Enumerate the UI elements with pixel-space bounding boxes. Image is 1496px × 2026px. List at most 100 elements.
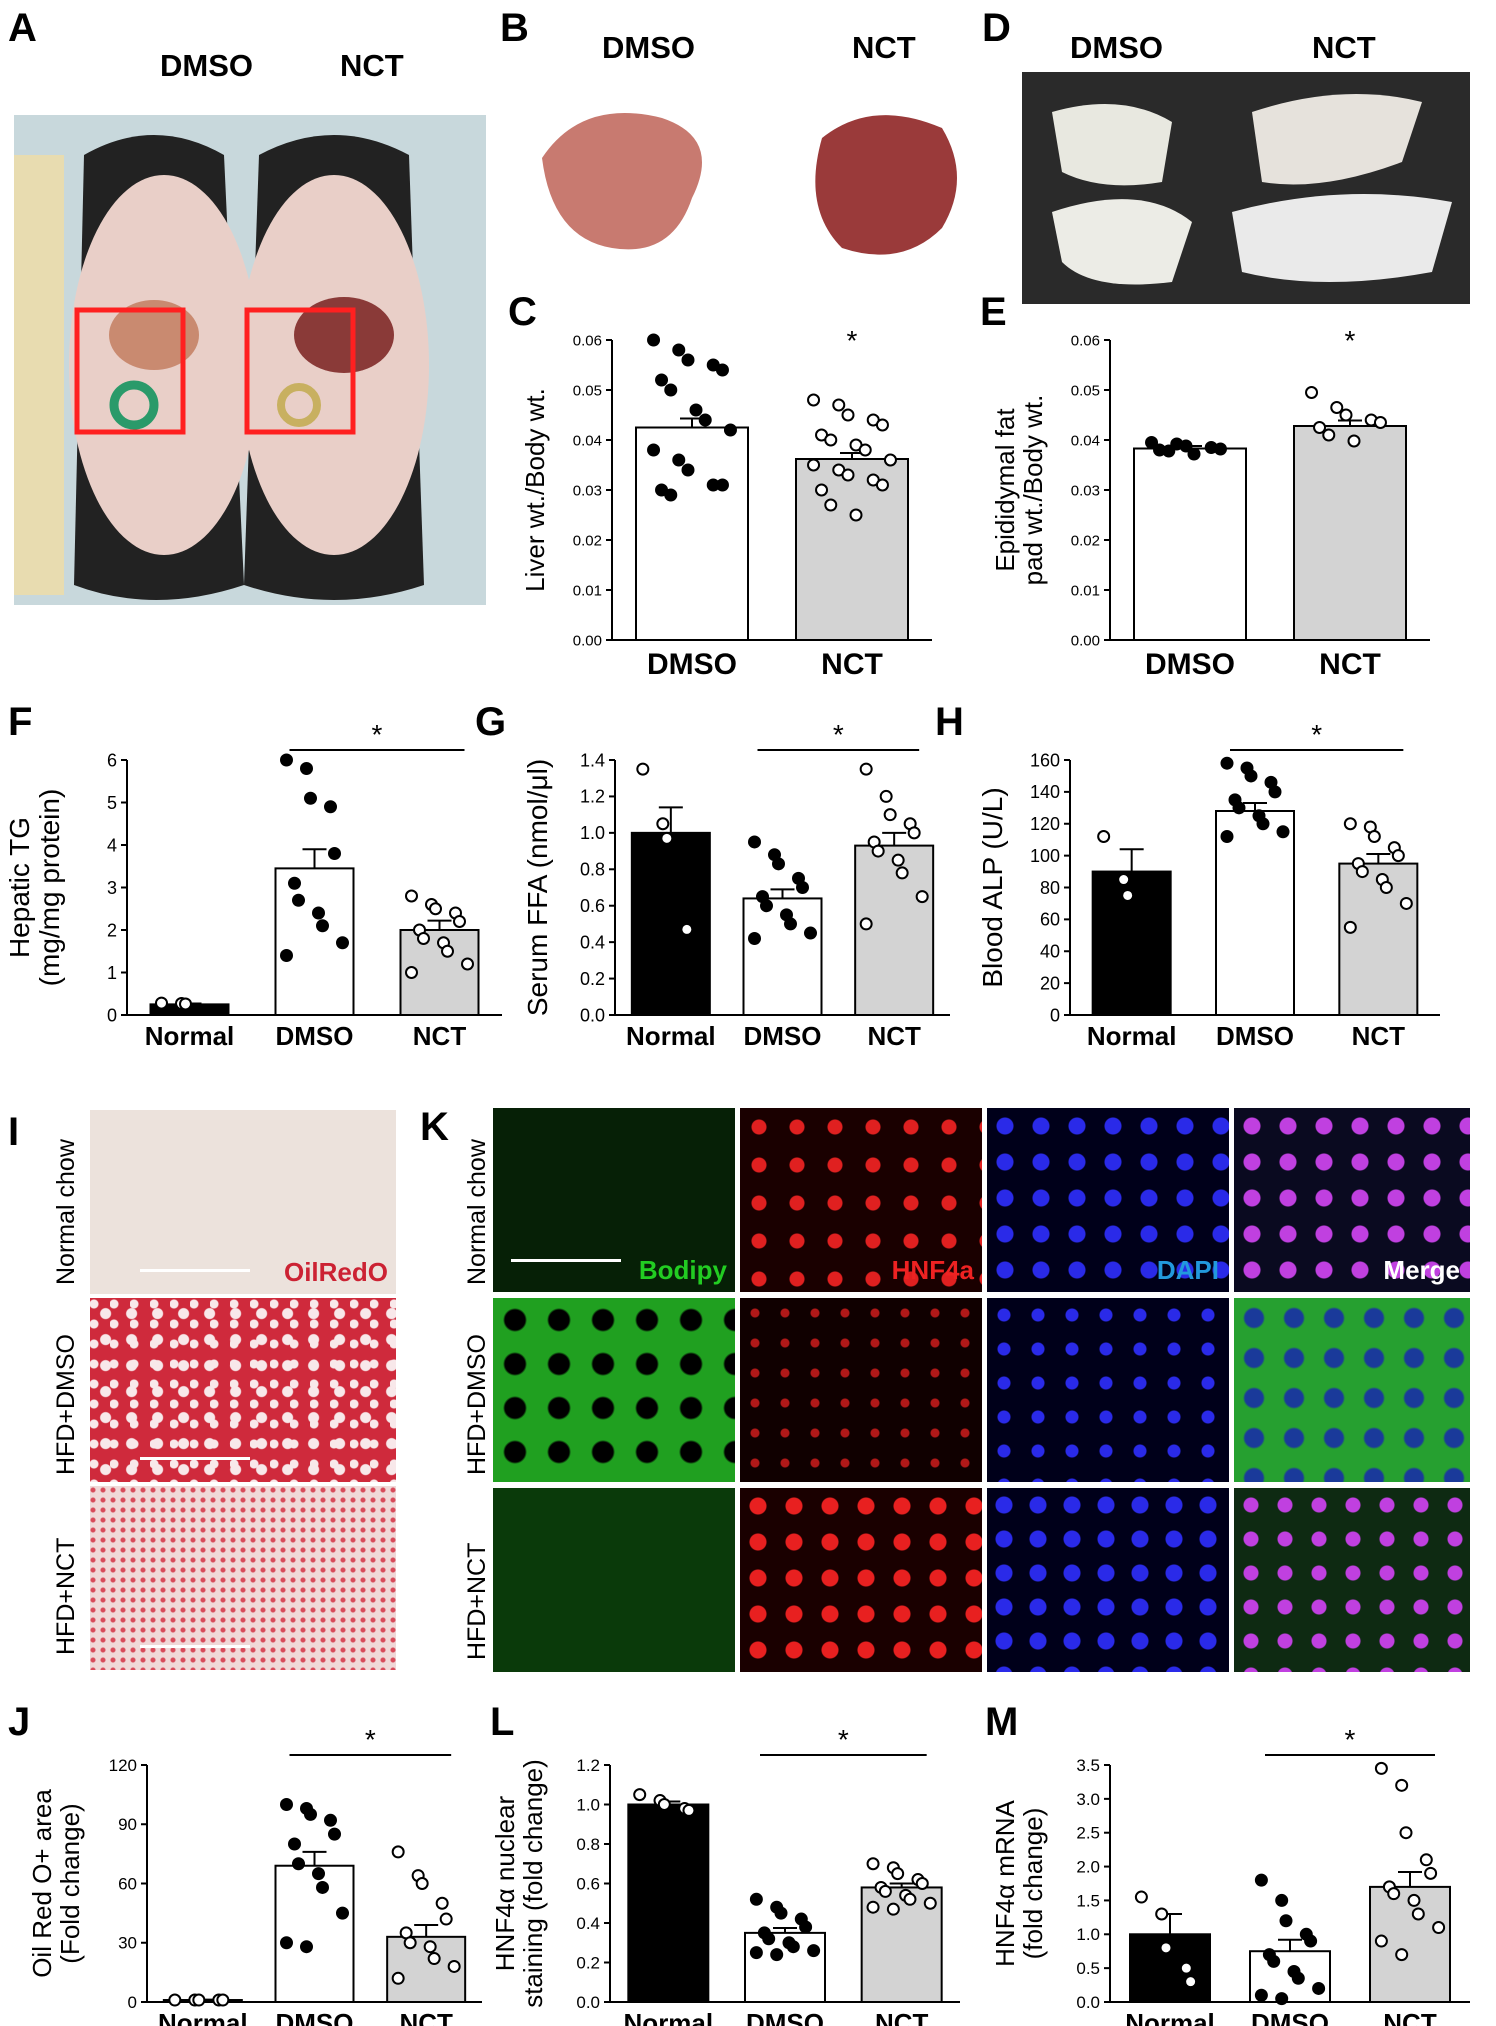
category-label: NCT (821, 648, 883, 681)
oilred-stain-label: OilRedO (283, 1257, 388, 1287)
chart-h-blood-alp: 0 20 40 60 80 100 120 140 160 Blood ALP (U/L) Norm… (977, 719, 1440, 1051)
data-point (447, 1959, 461, 1973)
bar-normal (627, 1803, 710, 2003)
y-tick-label: 0.04 (573, 432, 602, 449)
data-point (859, 917, 873, 931)
y-tick-label: 3.5 (1076, 1756, 1100, 1775)
y-tick-label: 1.0 (580, 823, 605, 843)
y-tick-label: 0.4 (576, 1914, 600, 1933)
data-point (1291, 1971, 1305, 1985)
panel-letter-g: G (475, 700, 507, 744)
y-tick-label: 60 (118, 1874, 137, 1893)
data-point (280, 753, 293, 767)
y-axis-label: (Fold change) (55, 1803, 85, 1963)
data-point (656, 817, 670, 831)
category-label: NCT (875, 2008, 929, 2026)
fat-pad-illustration (1052, 94, 1452, 285)
data-point (1322, 428, 1336, 442)
data-point (875, 478, 889, 492)
scale-bar (140, 1645, 250, 1648)
y-tick-label: 0.4 (580, 932, 605, 952)
data-point (423, 1940, 437, 1954)
data-point (636, 762, 650, 776)
category-label: NCT (867, 1021, 921, 1051)
data-point (841, 408, 855, 422)
data-point (680, 922, 694, 936)
data-point (749, 1892, 763, 1906)
y-tick-label: 120 (1030, 814, 1060, 834)
y-tick-label: 0 (1050, 1005, 1060, 1025)
data-point (405, 966, 418, 979)
fat-pad-photo (1022, 72, 1470, 304)
data-point (866, 1900, 880, 1914)
y-tick-label: 40 (1040, 942, 1060, 962)
y-axis-label: staining (fold change) (518, 1759, 548, 2008)
data-point (875, 418, 889, 432)
panel-letter-c: C (508, 290, 537, 334)
y-tick-label: 0.02 (1071, 532, 1100, 549)
y-tick-label: 0.02 (573, 532, 602, 549)
y-axis-label: HNF4α nuclear (490, 1795, 520, 1971)
y-tick-label: 0.03 (1071, 482, 1100, 499)
data-point (1275, 1992, 1289, 2006)
panel-i-row-label-normal: Normal chow (52, 1139, 80, 1285)
bar-dmso (635, 426, 749, 641)
data-point (672, 343, 686, 357)
data-point (453, 915, 466, 928)
y-tick-label: 0.06 (1071, 332, 1100, 349)
data-point (328, 847, 341, 860)
panel-d-label-nct: NCT (1312, 30, 1376, 65)
data-point (1330, 401, 1344, 414)
data-point (1254, 1873, 1268, 1887)
dapi-normal: DAPI (987, 1108, 1229, 1292)
y-tick-label: 0.2 (580, 969, 605, 989)
data-point (1279, 1914, 1293, 1928)
y-tick-label: 2.0 (1076, 1858, 1100, 1877)
bodipy-nct (493, 1488, 735, 1672)
data-point (748, 835, 761, 849)
panel-letter-k: K (420, 1105, 449, 1149)
bodipy-dmso (493, 1298, 735, 1482)
y-tick-label: 1.0 (576, 1795, 600, 1814)
data-point (824, 498, 838, 512)
y-tick-label: 0 (107, 1005, 117, 1025)
chart-e-fat-weight: 0.00 0.01 0.02 0.03 0.04 0.05 0.06 Epididymal f… (990, 325, 1430, 681)
data-point (336, 1906, 349, 1920)
y-tick-label: 90 (118, 1815, 137, 1834)
category-label: NCT (1352, 1021, 1406, 1051)
y-tick-label: 0.00 (1071, 632, 1100, 649)
panel-i-row-label-dmso: HFD+DMSO (52, 1334, 80, 1475)
bar-dmso (744, 1931, 826, 2003)
data-point (461, 957, 474, 971)
panel-k-row-label-dmso: HFD+DMSO (463, 1334, 491, 1475)
data-point (647, 333, 661, 347)
data-point (328, 1827, 341, 1841)
category-label: DMSO (647, 648, 737, 681)
data-point (429, 902, 442, 916)
category-label: Normal (158, 2008, 248, 2026)
bar-normal (630, 831, 711, 1016)
data-point (871, 844, 885, 858)
y-tick-label: 1.2 (580, 787, 605, 807)
data-point (179, 997, 192, 1011)
data-point (883, 453, 897, 467)
y-tick-label: 0.0 (576, 1993, 600, 2012)
category-label: Normal (1087, 1021, 1177, 1051)
mice-dissection-photo (14, 115, 486, 605)
data-point (316, 1880, 329, 1894)
data-point (292, 893, 305, 907)
data-point (403, 1936, 417, 1950)
data-point (689, 403, 703, 417)
data-point (280, 1798, 293, 1811)
y-axis-label: Blood ALP (U/L) (977, 787, 1008, 987)
panel-a-label-nct: NCT (340, 48, 404, 83)
panel-letter-b: B (500, 6, 529, 50)
y-tick-label: 1.0 (1076, 1925, 1100, 1944)
y-tick-label: 6 (107, 750, 117, 770)
data-point (807, 1944, 821, 1958)
scale-bar (511, 1259, 621, 1262)
data-point (879, 789, 893, 803)
panel-letter-h: H (935, 700, 964, 744)
data-point (866, 1857, 880, 1871)
data-point (859, 762, 873, 776)
